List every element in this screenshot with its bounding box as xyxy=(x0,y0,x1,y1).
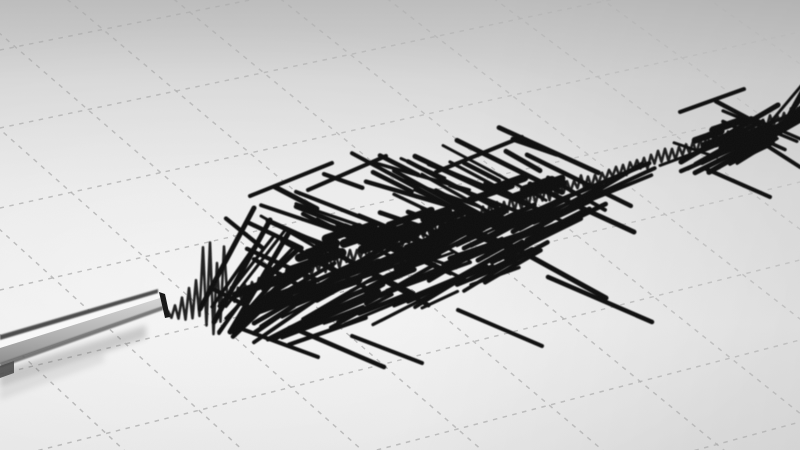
film-grain-overlay xyxy=(0,0,800,450)
seismograph-photo xyxy=(0,0,800,450)
seismogram-canvas xyxy=(0,0,800,450)
